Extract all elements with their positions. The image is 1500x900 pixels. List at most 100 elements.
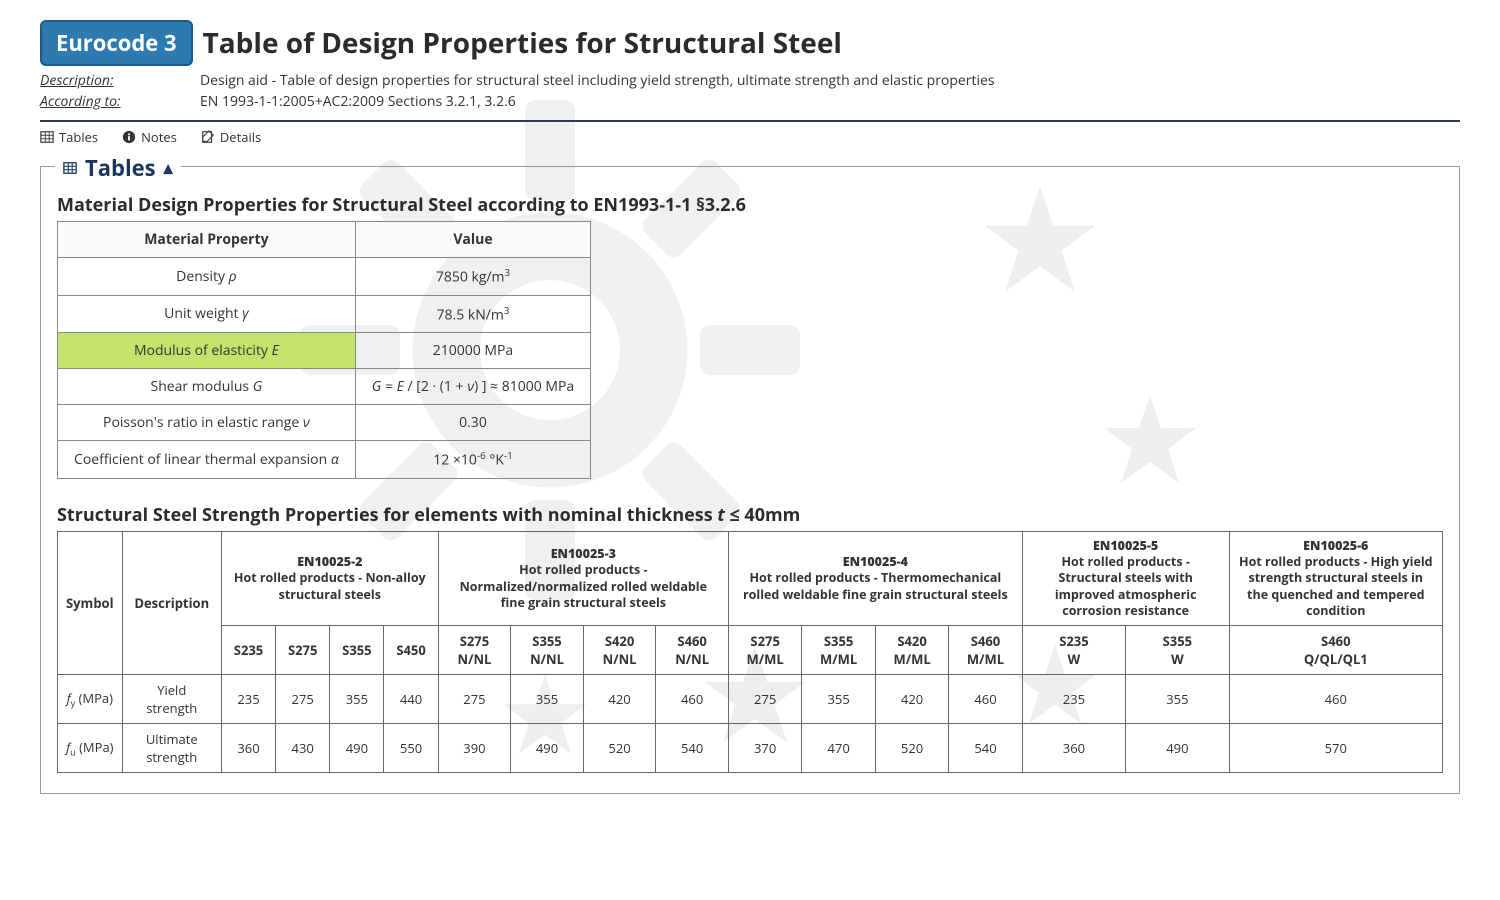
property-cell: Coefficient of linear thermal expansion … xyxy=(58,441,356,479)
nav-link-details[interactable]: Details xyxy=(201,128,261,146)
value-cell: 440 xyxy=(384,675,438,724)
value-cell: 390 xyxy=(438,724,511,773)
column-header: Value xyxy=(355,222,590,258)
property-cell: Modulus of elasticity E xyxy=(58,333,356,369)
nav-label: Details xyxy=(220,128,261,146)
value-cell: 420 xyxy=(875,675,948,724)
value-cell: 540 xyxy=(656,724,729,773)
table-icon xyxy=(63,161,77,175)
value-cell: 355 xyxy=(802,675,875,724)
group-header: EN10025-3Hot rolled products - Normalize… xyxy=(438,531,728,625)
grade-header: S235 xyxy=(221,626,275,675)
table-row: fu (MPa)Ultimate strength360430490550390… xyxy=(58,724,1443,773)
value-cell: 360 xyxy=(1022,724,1125,773)
strength-properties-table: SymbolDescriptionEN10025-2Hot rolled pro… xyxy=(57,531,1443,773)
group-header: EN10025-4Hot rolled products - Thermomec… xyxy=(728,531,1022,625)
nav-link-tables[interactable]: Tables xyxy=(40,128,98,146)
section-nav: Tables Notes Details xyxy=(40,120,1460,156)
value-cell: 570 xyxy=(1229,724,1442,773)
value-cell: 470 xyxy=(802,724,875,773)
table-row: fy (MPa)Yield strength235275355440275355… xyxy=(58,675,1443,724)
column-header: Symbol xyxy=(58,531,123,674)
grade-header: S450 xyxy=(384,626,438,675)
column-header: Material Property xyxy=(58,222,356,258)
panel-header[interactable]: Tables ▴ xyxy=(55,153,181,183)
grade-header: S420M/ML xyxy=(875,626,948,675)
meta-label: According to: xyxy=(40,91,190,112)
strength-table-scroll[interactable]: SymbolDescriptionEN10025-2Hot rolled pro… xyxy=(57,531,1443,781)
table-row: Density ρ7850 kg/m3 xyxy=(58,258,591,296)
value-cell: 460 xyxy=(656,675,729,724)
chevron-up-icon: ▴ xyxy=(164,156,173,180)
symbol-cell: fy (MPa) xyxy=(58,675,123,724)
group-header: EN10025-2Hot rolled products - Non-alloy… xyxy=(221,531,438,625)
value-cell: 360 xyxy=(221,724,275,773)
meta-label: Description: xyxy=(40,70,190,91)
grade-header: S275N/NL xyxy=(438,626,511,675)
value-cell: 520 xyxy=(875,724,948,773)
grade-header: S355 xyxy=(330,626,384,675)
value-cell: 275 xyxy=(728,675,801,724)
value-cell: 490 xyxy=(1126,724,1229,773)
edit-icon xyxy=(201,130,215,144)
grade-header: S460M/ML xyxy=(949,626,1022,675)
table-row: Coefficient of linear thermal expansion … xyxy=(58,441,591,479)
meta-value: Design aid - Table of design properties … xyxy=(200,70,995,91)
value-cell: 490 xyxy=(511,724,584,773)
tables-panel: Tables ▴ Material Design Properties for … xyxy=(40,166,1460,794)
value-cell: 540 xyxy=(949,724,1022,773)
description-cell: Yield strength xyxy=(122,675,221,724)
value-cell: 235 xyxy=(1022,675,1125,724)
table1-title: Material Design Properties for Structura… xyxy=(57,193,1443,217)
material-properties-table: Material PropertyValueDensity ρ7850 kg/m… xyxy=(57,221,591,479)
grade-header: S460N/NL xyxy=(656,626,729,675)
value-cell: 275 xyxy=(276,675,330,724)
info-icon xyxy=(122,130,136,144)
property-cell: Density ρ xyxy=(58,258,356,296)
value-cell: 460 xyxy=(1229,675,1442,724)
property-cell: Poisson's ratio in elastic range ν xyxy=(58,405,356,441)
table-icon xyxy=(40,130,54,144)
value-cell: G = E / [2 · (1 + ν) ] ≈ 81000 MPa xyxy=(355,369,590,405)
table-row: Shear modulus GG = E / [2 · (1 + ν) ] ≈ … xyxy=(58,369,591,405)
column-header: Description xyxy=(122,531,221,674)
table2-title: Structural Steel Strength Properties for… xyxy=(57,503,1443,527)
table-row: Modulus of elasticity E210000 MPa xyxy=(58,333,591,369)
value-cell: 430 xyxy=(276,724,330,773)
value-cell: 210000 MPa xyxy=(355,333,590,369)
property-cell: Shear modulus G xyxy=(58,369,356,405)
value-cell: 355 xyxy=(330,675,384,724)
grade-header: S355N/NL xyxy=(511,626,584,675)
value-cell: 235 xyxy=(221,675,275,724)
page-title: Table of Design Properties for Structura… xyxy=(203,24,842,62)
grade-header: S460Q/QL/QL1 xyxy=(1229,626,1442,675)
group-header: EN10025-5Hot rolled products - Structura… xyxy=(1022,531,1229,625)
value-cell: 12 ×10-6 °K-1 xyxy=(355,441,590,479)
panel-title: Tables xyxy=(85,153,156,183)
eurocode-badge: Eurocode 3 xyxy=(40,20,193,66)
value-cell: 460 xyxy=(949,675,1022,724)
value-cell: 550 xyxy=(384,724,438,773)
grade-header: S275 xyxy=(276,626,330,675)
value-cell: 78.5 kN/m3 xyxy=(355,295,590,333)
table-row: Poisson's ratio in elastic range ν0.30 xyxy=(58,405,591,441)
grade-header: S355W xyxy=(1126,626,1229,675)
grade-header: S355M/ML xyxy=(802,626,875,675)
value-cell: 420 xyxy=(583,675,656,724)
value-cell: 7850 kg/m3 xyxy=(355,258,590,296)
description-cell: Ultimate strength xyxy=(122,724,221,773)
grade-header: S235W xyxy=(1022,626,1125,675)
nav-label: Notes xyxy=(141,128,177,146)
group-header: EN10025-6Hot rolled products - High yiel… xyxy=(1229,531,1442,625)
value-cell: 520 xyxy=(583,724,656,773)
table-row: Unit weight γ78.5 kN/m3 xyxy=(58,295,591,333)
value-cell: 370 xyxy=(728,724,801,773)
value-cell: 490 xyxy=(330,724,384,773)
grade-header: S420N/NL xyxy=(583,626,656,675)
value-cell: 355 xyxy=(1126,675,1229,724)
grade-header: S275M/ML xyxy=(728,626,801,675)
value-cell: 0.30 xyxy=(355,405,590,441)
nav-link-notes[interactable]: Notes xyxy=(122,128,177,146)
symbol-cell: fu (MPa) xyxy=(58,724,123,773)
meta-block: Description: Design aid - Table of design… xyxy=(40,70,1460,112)
